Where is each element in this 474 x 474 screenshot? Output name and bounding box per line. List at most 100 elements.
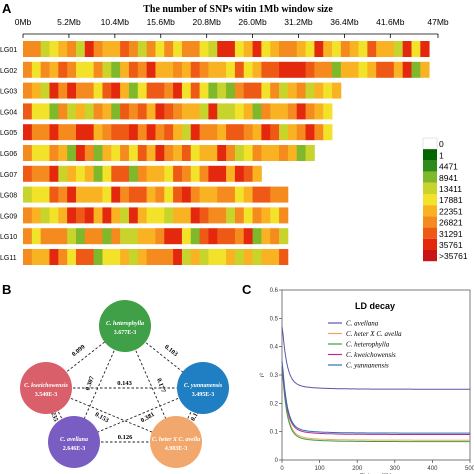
snp-window-cell	[58, 186, 68, 203]
chromosome-label: LG09	[0, 213, 17, 220]
snp-window-cell	[173, 61, 183, 78]
snp-window-cell	[252, 228, 262, 245]
snp-window-cell	[279, 82, 289, 99]
snp-window-cell	[155, 103, 165, 120]
x-tick-label: 20.8Mb	[192, 17, 221, 27]
y-tick-label: 0.1	[270, 430, 279, 436]
snp-window-cell	[93, 186, 103, 203]
snp-window-cell	[128, 186, 139, 203]
edge-value-label: 0.099	[71, 343, 87, 358]
chromosome-label: LG06	[0, 151, 17, 158]
snp-window-cell	[279, 61, 289, 78]
snp-window-cell	[190, 41, 200, 57]
snp-window-cell	[252, 207, 262, 224]
snp-window-cell	[102, 124, 112, 141]
ld-decay-line	[281, 360, 470, 434]
node-species-label: C. kweichowensis	[24, 383, 68, 389]
snp-window-cell	[279, 186, 289, 203]
snp-window-cell	[314, 103, 324, 120]
legend-swatch	[423, 227, 437, 239]
snp-window-cell	[420, 41, 430, 57]
snp-window-cell	[261, 207, 271, 224]
snp-window-cell	[190, 165, 200, 182]
snp-window-cell	[173, 207, 183, 224]
snp-window-cell	[128, 124, 139, 141]
snp-window-cell	[181, 82, 192, 99]
snp-window-cell	[234, 165, 245, 182]
snp-window-cell	[164, 41, 174, 57]
snp-window-cell	[376, 41, 386, 57]
snp-window-cell	[261, 145, 271, 161]
snp-window-cell	[243, 228, 253, 245]
snp-window-cell	[58, 228, 68, 245]
legend-swatch	[423, 216, 437, 228]
x-tick-label: 400	[427, 466, 438, 472]
snp-window-cell	[199, 61, 209, 78]
snp-window-cell	[146, 249, 156, 265]
snp-window-cell	[164, 165, 174, 182]
snp-window-cell	[234, 249, 245, 265]
snp-window-cell	[23, 165, 33, 182]
snp-window-cell	[217, 145, 227, 161]
snp-window-cell	[40, 82, 50, 99]
legend-swatch	[423, 194, 437, 206]
chromosome-label: LG05	[0, 130, 17, 137]
snp-window-cell	[287, 41, 298, 57]
snp-window-cell	[287, 61, 298, 78]
ld-decay-line	[281, 366, 470, 435]
snp-window-cell	[305, 41, 315, 57]
snp-window-cell	[58, 145, 68, 161]
ld-decay-panel: 010020030040050000.10.20.30.40.50.6Dista…	[260, 288, 474, 474]
snp-window-cell	[40, 186, 50, 203]
node-diversity-value: 2.646E-3	[63, 446, 86, 452]
snp-window-cell	[75, 145, 86, 161]
snp-window-cell	[190, 228, 200, 245]
snp-window-cell	[67, 165, 77, 182]
snp-window-cell	[49, 124, 59, 141]
snp-window-cell	[287, 145, 298, 161]
snp-window-cell	[31, 249, 42, 265]
snp-window-cell	[120, 82, 130, 99]
snp-window-cell	[93, 145, 103, 161]
snp-window-cell	[137, 145, 148, 161]
x-tick-label: 200	[352, 466, 363, 472]
snp-window-cell	[120, 207, 130, 224]
snp-window-cell	[314, 61, 324, 78]
network-edge	[45, 325, 126, 389]
snp-window-cell	[234, 103, 245, 120]
snp-window-cell	[164, 61, 174, 78]
snp-window-cell	[358, 41, 368, 57]
snp-window-cell	[120, 186, 130, 203]
snp-window-cell	[40, 103, 50, 120]
snp-window-cell	[75, 207, 86, 224]
x-tick-label: 0	[280, 466, 284, 472]
legend-label: 26821	[439, 218, 463, 228]
snp-window-cell	[208, 82, 218, 99]
edge-value-label: 0.235	[48, 406, 60, 423]
snp-window-cell	[173, 103, 183, 120]
snp-window-cell	[40, 228, 50, 245]
snp-window-cell	[111, 61, 121, 78]
snp-window-cell	[23, 82, 33, 99]
snp-window-cell	[199, 41, 209, 57]
chromosome-label: LG07	[0, 172, 17, 179]
snp-window-cell	[385, 41, 395, 57]
snp-window-cell	[385, 61, 395, 78]
snp-window-cell	[323, 82, 333, 99]
snp-window-cell	[305, 145, 315, 161]
snp-window-cell	[181, 103, 192, 120]
panel-b-letter: B	[2, 282, 12, 297]
snp-window-cell	[102, 249, 112, 265]
snp-window-cell	[164, 207, 174, 224]
snp-window-cell	[226, 186, 236, 203]
snp-window-cell	[146, 41, 156, 57]
y-tick-label: 0	[275, 458, 279, 464]
x-tick-label: 300	[390, 466, 401, 472]
chromosome-bar	[23, 207, 289, 224]
snp-window-cell	[243, 61, 253, 78]
snp-window-cell	[49, 207, 59, 224]
snp-window-cell	[155, 61, 165, 78]
snp-window-cell	[155, 41, 165, 57]
snp-window-cell	[84, 82, 95, 99]
snp-window-cell	[146, 61, 156, 78]
